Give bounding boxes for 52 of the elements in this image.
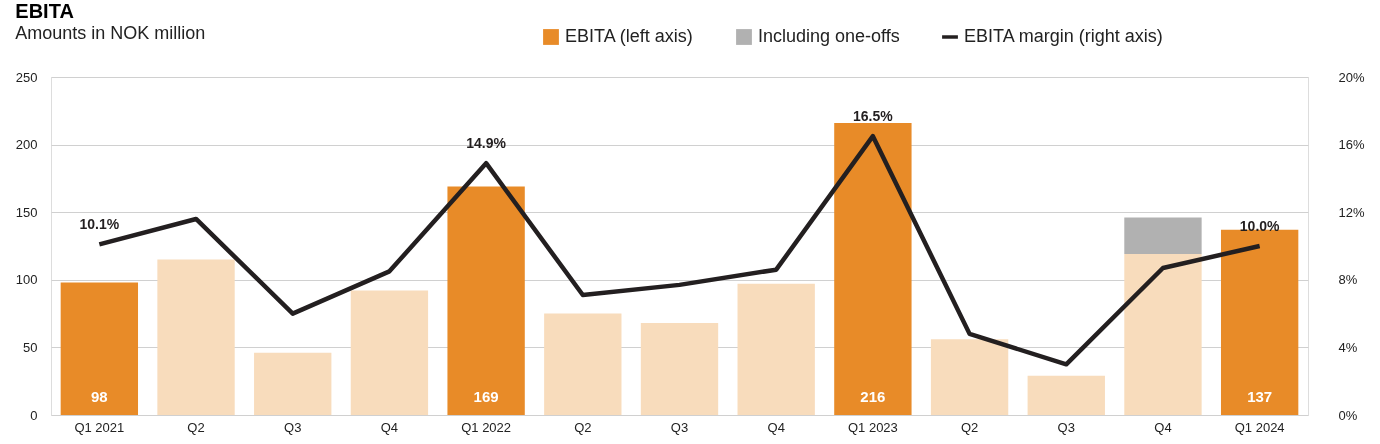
bar <box>640 323 719 415</box>
bar <box>930 339 1009 415</box>
y-tick-label: 0 <box>30 407 38 423</box>
bar <box>1027 375 1105 415</box>
y2-tick-label: 20% <box>1338 69 1365 85</box>
x-tick-label: Q1 2024 <box>1234 419 1285 435</box>
y-tick-label: 100 <box>15 272 38 288</box>
x-tick-label: Q2 <box>960 419 979 435</box>
y2-tick-label: 4% <box>1338 339 1358 355</box>
y-tick-label: 250 <box>15 69 38 85</box>
chart-subtitle: Amounts in NOK million <box>15 23 206 43</box>
y2-tick-label: 8% <box>1338 272 1358 288</box>
x-tick-label: Q3 <box>284 419 302 435</box>
legend-label: EBITA (left axis) <box>565 26 693 46</box>
bar <box>544 313 622 415</box>
x-tick-label: Q4 <box>380 419 399 435</box>
y-tick-label: 200 <box>15 137 38 153</box>
x-tick-label: Q2 <box>187 419 205 435</box>
data-label: 10.1% <box>79 216 120 233</box>
x-tick-label: Q4 <box>1154 419 1172 435</box>
x-tick-label: Q3 <box>1057 419 1075 435</box>
x-tick-label: Q2 <box>574 419 592 435</box>
x-tick-label: Q1 2022 <box>461 419 512 435</box>
y-tick-label: 150 <box>15 204 38 220</box>
legend-label: EBITA margin (right axis) <box>964 26 1163 46</box>
y2-tick-label: 0% <box>1338 407 1358 423</box>
data-label: 137 <box>1247 388 1273 405</box>
data-label: 98 <box>91 388 108 405</box>
legend-label: Including one-offs <box>758 26 900 46</box>
y2-tick-label: 16% <box>1338 137 1365 153</box>
bar <box>834 122 912 415</box>
x-tick-label: Q3 <box>670 419 689 435</box>
bar <box>447 186 525 415</box>
bar <box>1124 254 1202 415</box>
bar <box>350 290 429 415</box>
bar <box>1220 229 1299 415</box>
bar <box>60 282 139 415</box>
x-tick-label: Q1 2023 <box>847 419 898 435</box>
bar <box>157 259 235 415</box>
bar <box>1124 217 1202 255</box>
chart-title: EBITA <box>15 0 74 22</box>
x-tick-label: Q1 2021 <box>74 419 125 435</box>
data-label: 169 <box>473 388 499 405</box>
bar <box>254 352 332 415</box>
data-label: 216 <box>860 388 886 405</box>
data-label: 16.5% <box>853 108 894 125</box>
y2-tick-label: 12% <box>1338 204 1365 220</box>
bar <box>737 283 815 415</box>
y-tick-label: 50 <box>23 339 38 355</box>
data-label: 10.0% <box>1239 218 1281 234</box>
x-tick-label: Q4 <box>767 419 785 435</box>
data-label: 14.9% <box>466 135 507 152</box>
